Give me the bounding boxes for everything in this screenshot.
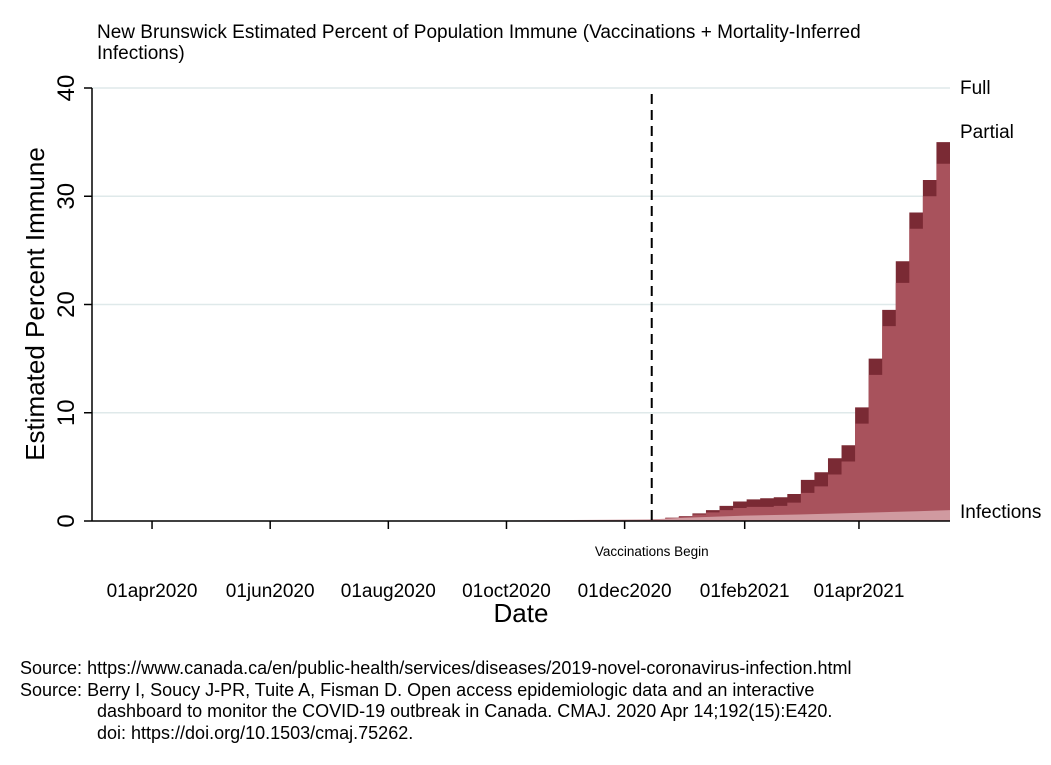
y-tick-label-20: 20	[53, 291, 80, 318]
x-tick-label-1: 01jun2020	[226, 581, 315, 602]
chart-title-line-1: New Brunswick Estimated Percent of Popul…	[97, 22, 861, 43]
axes	[84, 87, 950, 529]
source-2-text-1: Berry I, Soucy J-PR, Tuite A, Fisman D. …	[87, 679, 815, 700]
plot-areas	[92, 88, 950, 522]
chart-labels: Vaccinations Begin 0 10 20 30 40 01apr2020 01ju…	[53, 75, 1041, 602]
source-1-url: https://www.canada.ca/en/public-health/s…	[87, 658, 852, 678]
area-infections	[92, 510, 950, 521]
source-2-label: Source:	[20, 679, 83, 700]
x-axis-label: Date	[494, 598, 549, 628]
x-tick-label-4: 01dec2020	[578, 581, 672, 602]
source-line-2: Source: Berry I, Soucy J-PR, Tuite A, Fi…	[20, 680, 1040, 702]
y-axis-label: Estimated Percent Immune	[20, 147, 50, 461]
end-label-partial: Partial	[960, 122, 1014, 143]
chart-title-line-2: Infections)	[97, 43, 185, 64]
area-partial	[651, 131, 950, 522]
source-line-1: Source: https://www.canada.ca/en/public-…	[20, 658, 1040, 680]
y-tick-label-40: 40	[53, 75, 80, 102]
source-notes: Source: https://www.canada.ca/en/public-…	[20, 658, 1040, 744]
x-tick-label-5: 01feb2021	[700, 581, 790, 602]
source-line-3: dashboard to monitor the COVID-19 outbre…	[97, 701, 833, 721]
end-label-infections: Infections	[960, 502, 1041, 523]
x-tick-label-0: 01apr2020	[107, 581, 198, 602]
x-tick-label-3: 01oct2020	[462, 581, 551, 602]
source-1-label: Source:	[20, 658, 83, 678]
y-tick-label-10: 10	[53, 399, 80, 426]
end-label-full: Full	[960, 78, 991, 99]
y-tick-label-30: 30	[53, 183, 80, 210]
y-tick-label-0: 0	[53, 514, 80, 527]
source-line-4: doi: https://doi.org/10.1503/cmaj.75262.	[97, 722, 414, 743]
vaccinations-begin-label: Vaccinations Begin	[595, 544, 709, 559]
x-tick-label-6: 01apr2021	[814, 581, 905, 602]
gridlines	[92, 87, 950, 414]
x-tick-label-2: 01aug2020	[341, 581, 436, 602]
